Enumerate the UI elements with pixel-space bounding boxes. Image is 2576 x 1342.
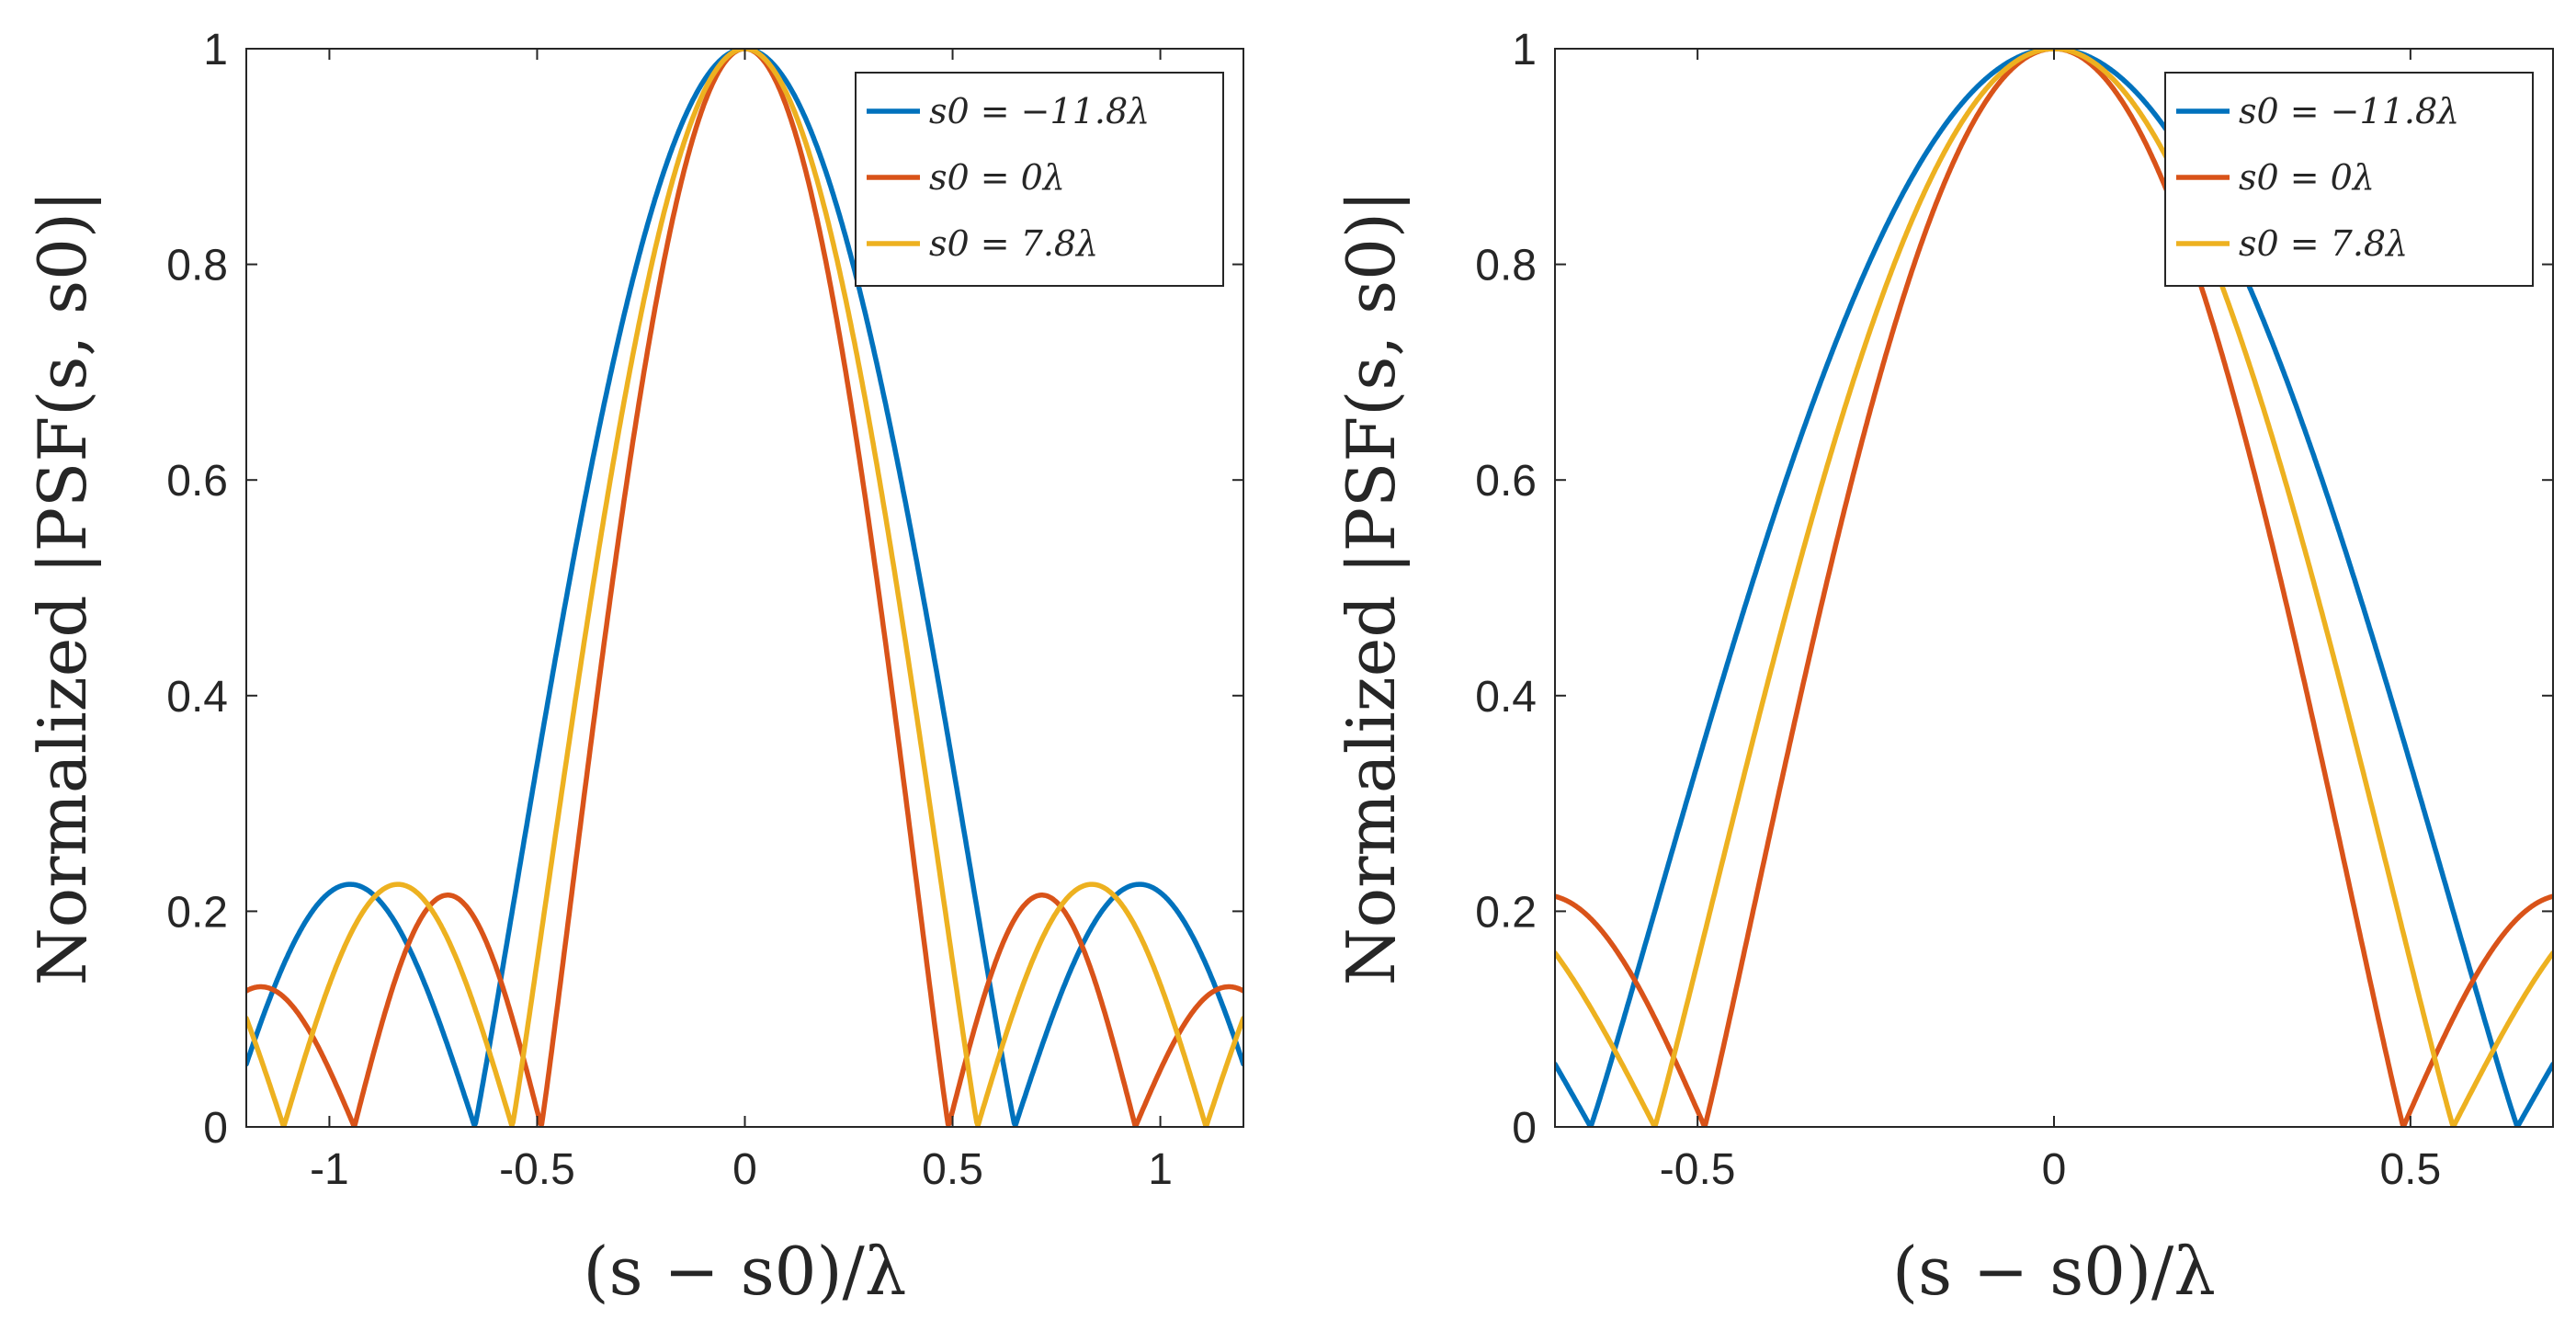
legend-entry: s0 = −11.8λ <box>2239 91 2459 131</box>
legend-entry: s0 = 7.8λ <box>2239 223 2408 264</box>
y-axis-label: Normalized |PSF(s, s0)| <box>24 190 101 985</box>
series-line-1 <box>246 49 1243 1127</box>
series-line-3 <box>246 49 1243 1127</box>
x-tick-label: -1 <box>310 1145 349 1194</box>
series-line-2 <box>246 49 1243 1127</box>
y-tick-label: 0.6 <box>1475 457 1537 506</box>
legend: s0 = −11.8λ s0 = 0λ s0 = 7.8λ <box>855 72 1224 287</box>
y-tick-label: 0 <box>1512 1104 1537 1153</box>
y-tick-label: 0.8 <box>1475 242 1537 290</box>
y-tick-label: 1 <box>203 26 228 74</box>
series-group <box>246 49 1243 1127</box>
y-axis-label: Normalized |PSF(s, s0)| <box>1333 190 1410 985</box>
y-tick-label: 1 <box>1512 26 1537 74</box>
legend-entry: s0 = 0λ <box>929 157 1065 198</box>
legend-entry: s0 = 7.8λ <box>929 223 1098 264</box>
y-tick-label: 0.2 <box>1475 888 1537 937</box>
legend-entry: s0 = 0λ <box>2239 157 2375 198</box>
chart-panel-2: -0.5 0 0.5 0 0.2 0.4 0.6 0.8 1 (s − s0)/λ Normaliz… <box>1333 26 2554 1310</box>
x-tick-label: -0.5 <box>499 1145 575 1194</box>
series-line-1 <box>1555 49 2553 1127</box>
y-tick-label: 0.8 <box>166 242 228 290</box>
x-tick-label: 1 <box>1148 1145 1173 1194</box>
x-tick-label: 0.5 <box>2379 1145 2441 1194</box>
x-tick-label: 0 <box>2042 1145 2067 1194</box>
y-tick-label: 0.4 <box>1475 673 1537 722</box>
y-tick-label: 0.4 <box>166 673 228 722</box>
y-tick-label: 0 <box>203 1104 228 1153</box>
x-tick-label: 0 <box>732 1145 757 1194</box>
x-tick-label: 0.5 <box>922 1145 983 1194</box>
chart-panel-1: -1 -0.5 0 0.5 1 0 0.2 0.4 0.6 0.8 1 (s − s0)/λ Norma… <box>24 26 1244 1310</box>
x-axis-label: (s − s0)/λ <box>584 1233 907 1310</box>
series-line-2 <box>1555 49 2553 1127</box>
y-tick-label: 0.6 <box>166 457 228 506</box>
series-line-3 <box>1555 49 2553 1127</box>
legend-entry: s0 = −11.8λ <box>929 91 1150 131</box>
x-axis-label: (s − s0)/λ <box>1892 1233 2216 1310</box>
x-tick-label: -0.5 <box>1660 1145 1736 1194</box>
y-tick-label: 0.2 <box>166 888 228 937</box>
series-group <box>1555 49 2553 1127</box>
legend: s0 = −11.8λ s0 = 0λ s0 = 7.8λ <box>2164 72 2534 287</box>
